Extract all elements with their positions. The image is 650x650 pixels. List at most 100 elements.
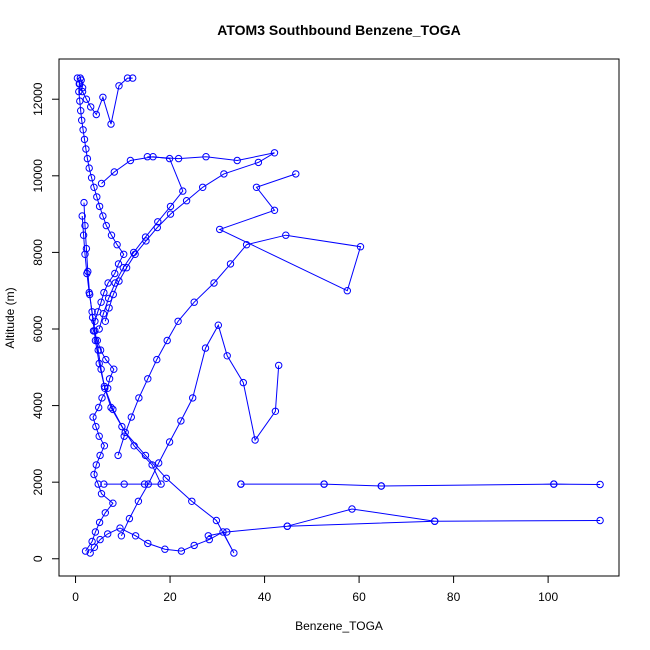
data-point (96, 451, 104, 460)
data-point (270, 206, 279, 215)
data-point (190, 298, 198, 306)
data-point (121, 428, 129, 437)
data-point (115, 82, 123, 90)
data-point (96, 535, 104, 544)
data-point (99, 310, 108, 318)
data-point (90, 183, 98, 192)
data-point (202, 153, 210, 161)
data-point (89, 413, 97, 421)
data-point (550, 480, 558, 488)
data-point (230, 549, 238, 557)
data-point (97, 179, 106, 188)
x-tick-label: 40 (258, 590, 272, 604)
data-point (102, 221, 111, 230)
data-point (97, 365, 105, 373)
data-point (282, 231, 290, 239)
data-point (201, 344, 210, 352)
data-point (199, 183, 207, 192)
data-point (102, 355, 110, 364)
data-point (118, 422, 126, 431)
data-point (283, 522, 291, 530)
data-point (223, 352, 231, 360)
data-point (107, 231, 116, 239)
data-point (120, 480, 128, 488)
data-point (216, 225, 224, 234)
y-axis-label: Altitude (m) (3, 287, 17, 348)
data-point (271, 407, 280, 415)
data-point (76, 80, 84, 88)
y-tick-label: 0 (31, 555, 45, 562)
data-point (113, 241, 121, 249)
data-point (162, 474, 171, 482)
data-point (79, 231, 88, 239)
data-series (117, 321, 283, 540)
data-point (220, 170, 228, 178)
data-point (119, 264, 128, 272)
data-point (82, 145, 90, 153)
data-point (251, 436, 259, 444)
data-point (320, 480, 328, 488)
data-point (80, 198, 88, 207)
data-point (107, 403, 115, 412)
data-point (161, 545, 169, 553)
data-point (131, 532, 140, 540)
data-point (104, 294, 113, 303)
data-point (94, 346, 102, 354)
data-point (165, 154, 174, 163)
data-point (87, 174, 96, 182)
data-point (596, 480, 604, 489)
data-point (155, 459, 163, 467)
data-point (101, 317, 110, 325)
data-point (275, 361, 283, 370)
data-point (81, 221, 89, 230)
data-point (86, 549, 94, 557)
series-line (208, 508, 601, 537)
data-point (95, 403, 103, 412)
data-point (97, 298, 105, 306)
data-point (252, 183, 261, 192)
data-point (141, 233, 150, 241)
data-point (110, 365, 118, 373)
data-point (596, 516, 604, 525)
data-point (130, 442, 138, 450)
data-point (343, 287, 351, 295)
data-point (79, 126, 87, 134)
data-point (85, 164, 93, 172)
data-point (95, 325, 103, 333)
series-line (98, 156, 184, 330)
data-point (98, 394, 106, 402)
data-point (210, 279, 218, 287)
data-point (242, 241, 251, 249)
data-point (292, 170, 300, 178)
data-point (78, 87, 87, 96)
data-point (149, 153, 157, 161)
data-point (125, 514, 134, 523)
data-point (92, 110, 101, 119)
data-point (104, 530, 112, 538)
y-axis: 0 2000 4000 6000 8000 10000 12000 (31, 82, 60, 562)
series-line (76, 77, 133, 125)
data-point (214, 321, 223, 329)
series-line (120, 323, 280, 537)
data-point (166, 210, 175, 218)
y-tick-label: 10000 (31, 159, 45, 193)
x-tick-label: 100 (538, 590, 558, 604)
data-point (116, 524, 124, 532)
data-point (77, 107, 85, 115)
data-point (85, 288, 93, 297)
data-point (100, 442, 109, 450)
data-point (239, 378, 248, 387)
data-point (95, 432, 103, 440)
data-point (81, 250, 89, 259)
data-point (94, 480, 102, 488)
data-point (126, 156, 135, 165)
data-point (104, 279, 112, 287)
data-point (174, 317, 182, 325)
data-point (107, 120, 115, 128)
data-point (99, 93, 107, 102)
data-point (100, 288, 108, 297)
data-point (101, 384, 109, 392)
data-point (129, 74, 137, 82)
